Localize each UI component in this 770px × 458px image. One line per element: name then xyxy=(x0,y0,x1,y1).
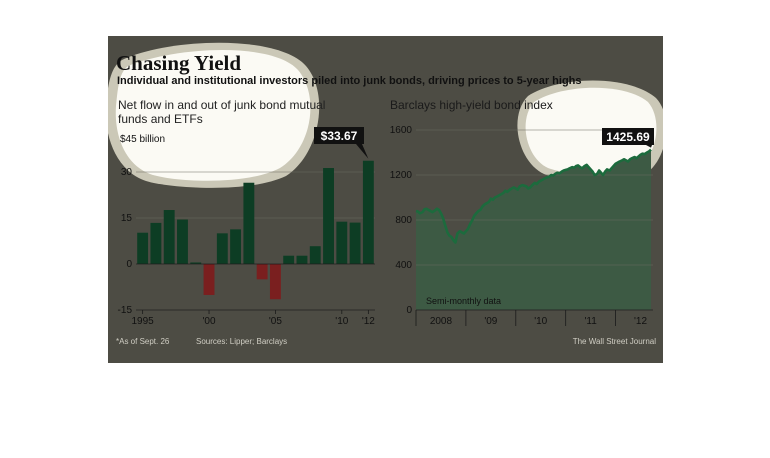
y-tick-label: 400 xyxy=(395,260,412,271)
index-line xyxy=(415,148,652,244)
footer-sources: Sources: Lipper; Barclays xyxy=(196,337,287,346)
bar xyxy=(309,246,321,264)
y-tick-label: 30 xyxy=(121,167,133,178)
bar xyxy=(296,255,308,264)
x-tick-label: 2008 xyxy=(430,316,453,327)
x-tick-label: '11 xyxy=(584,316,597,327)
x-tick-label: '10 xyxy=(335,316,348,327)
right-area-chart: 0 400 800 1200 1600 2008 '09 '10 '11 '12 Semi-mont… xyxy=(390,125,654,327)
bar xyxy=(163,210,175,264)
bar xyxy=(190,262,202,264)
x-tick-label: '12 xyxy=(362,316,375,327)
bar xyxy=(362,160,374,264)
chart-canvas: Chasing Yield Individual and institution… xyxy=(108,42,663,346)
footer-credit: The Wall Street Journal xyxy=(573,337,657,346)
callout-pointer xyxy=(646,145,652,148)
bar xyxy=(349,222,361,264)
page-subtitle: Individual and institutional investors p… xyxy=(117,75,582,87)
area-fill xyxy=(416,149,652,310)
bar xyxy=(256,264,268,280)
bar xyxy=(269,264,281,300)
y-tick-label: 1200 xyxy=(390,170,413,181)
y-tick-label: 0 xyxy=(126,259,132,270)
bar xyxy=(323,168,334,264)
left-bar-chart: -15 0 15 30 1995 '00 '05 '10 '12 $33.67 xyxy=(118,127,375,327)
x-tick-label: '12 xyxy=(634,316,647,327)
y-tick-label: 0 xyxy=(406,305,412,316)
highlight-blob-right-inner xyxy=(525,87,657,175)
bar xyxy=(150,222,162,264)
callout-box xyxy=(314,127,364,144)
callout-pointer xyxy=(356,144,369,159)
bar xyxy=(203,264,215,295)
bar xyxy=(336,221,348,264)
callout-box xyxy=(602,128,654,145)
left-chart-unit-label: $45 billion xyxy=(120,134,165,145)
x-tick-label: 1995 xyxy=(132,316,155,327)
x-tick-label: '00 xyxy=(203,316,216,327)
highlight-blob-left-inner xyxy=(115,50,311,181)
left-chart-title-line2: funds and ETFs xyxy=(118,112,203,126)
x-tick-label: '05 xyxy=(269,316,282,327)
y-tick-label: 800 xyxy=(395,215,412,226)
y-tick-label: -15 xyxy=(118,305,133,316)
bar xyxy=(230,229,242,264)
page-title: Chasing Yield xyxy=(116,51,241,75)
x-tick-label: '10 xyxy=(534,316,547,327)
bar xyxy=(137,232,149,264)
bar xyxy=(216,233,228,264)
callout-label: 1425.69 xyxy=(606,130,650,144)
y-tick-label: 1600 xyxy=(390,125,413,136)
chart-panel: Chasing Yield Individual and institution… xyxy=(108,36,663,363)
bar xyxy=(243,182,255,264)
y-tick-label: 15 xyxy=(121,213,133,224)
bar xyxy=(177,219,188,264)
footer-note: *As of Sept. 26 xyxy=(116,337,170,346)
left-chart-title-line1: Net flow in and out of junk bond mutual xyxy=(118,98,325,112)
x-tick-label: '09 xyxy=(484,316,497,327)
annotation-label: Semi-monthly data xyxy=(426,296,501,306)
bar xyxy=(283,255,295,264)
right-chart-title: Barclays high-yield bond index xyxy=(390,98,553,112)
callout-label: $33.67 xyxy=(321,129,358,143)
